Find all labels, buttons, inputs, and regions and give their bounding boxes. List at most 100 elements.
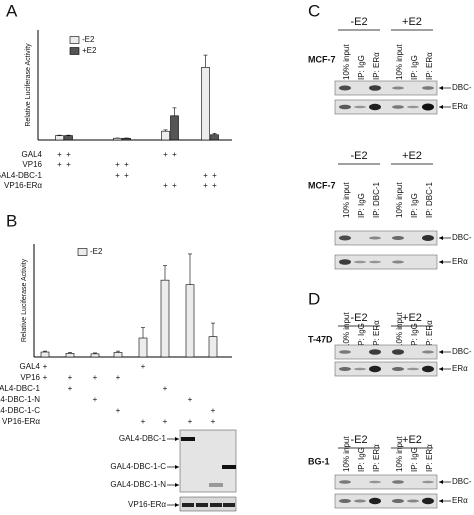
band-label: DBC- [452,347,472,356]
blot [334,99,438,115]
bar [55,135,64,141]
condition-mark: + [188,417,193,426]
cell-line: MCF-7 [308,180,336,190]
band-label: ERα [452,364,468,373]
bar [161,130,170,141]
lane-label: IP: ERα [425,444,434,472]
lane-label: 10% input [342,436,351,472]
condition-mark: + [141,362,146,371]
cell-line: BG-1 [308,456,330,466]
condition-mark: + [68,373,73,382]
band [354,260,366,264]
condition-mark: + [163,417,168,426]
panel-label: B [6,211,17,230]
panel-label: A [6,1,18,20]
group-label: -E2 [350,434,367,446]
arrow-head [175,483,179,487]
condition-mark: + [124,171,129,180]
cell-line: MCF-7 [308,54,336,64]
band-label: ERα [452,257,468,266]
condition-mark: + [115,160,120,169]
arrow-head [175,437,179,441]
bar [65,353,75,358]
blot [334,344,438,360]
condition-mark: + [124,160,129,169]
band-label: VP16-ERα [128,500,166,509]
condition-mark: + [116,373,121,382]
condition-label: GAL4-DBC-1 [0,384,41,393]
condition-label: GAL4 [20,362,41,371]
bar [210,134,219,141]
legend-swatch [69,36,80,44]
bar [170,115,179,141]
band [223,503,235,507]
band-label: ERα [452,496,468,505]
lane-label: 10% input [342,44,351,80]
blot [334,493,438,509]
group-label: -E2 [350,16,367,28]
lane-label: IP: ERα [372,444,381,472]
band [392,260,404,264]
lane-label: IP: IgG [357,323,366,348]
band [181,437,195,441]
band [369,236,381,240]
condition-mark: + [68,384,73,393]
condition-mark: + [211,417,216,426]
bar [90,353,100,358]
lane-label: IP: DBC-1 [425,181,434,218]
band [339,499,351,503]
bar [201,67,210,141]
condition-mark: + [115,171,120,180]
bar [113,352,123,358]
band [422,235,434,241]
condition-label: GAL4 [22,150,43,159]
band [369,480,381,484]
condition-mark: + [163,181,168,190]
band-label: DBC- [452,233,472,242]
panel-label: D [308,289,320,308]
band [369,260,381,264]
group-label: -E2 [350,312,367,324]
band [422,103,434,111]
blot [334,230,438,246]
lane-label: 10% input [342,312,351,348]
condition-label: VP16-ERα [2,417,40,426]
legend-swatch [77,248,88,256]
lane-label: IP: ERα [425,320,434,348]
band [339,367,351,371]
condition-mark: + [43,373,48,382]
lane-label: IP: IgG [357,55,366,80]
band [182,503,194,507]
band [369,85,381,91]
arrow-head [439,86,443,90]
condition-mark: + [203,171,208,180]
band-label: GAL4-DBC-1-C [110,462,166,471]
band [392,367,404,371]
bar [138,337,148,358]
arrow-head [175,503,179,507]
condition-mark: + [116,406,121,415]
bar [113,137,122,141]
y-axis-label: Relative Luciferase Activity [21,258,28,342]
band [354,105,366,109]
condition-mark: + [141,417,146,426]
band [392,499,404,503]
bar [185,284,195,358]
blot [334,474,438,490]
lane-label: IP: IgG [410,55,419,80]
band [422,86,434,90]
legend-label: +E2 [82,46,97,55]
bar [122,137,131,141]
lane-label: IP: IgG [410,323,419,348]
condition-label: GAL4-DBC-1 [0,171,43,180]
condition-mark: + [212,171,217,180]
lane-label: 10% input [395,182,404,218]
condition-mark: + [163,150,168,159]
condition-mark: + [172,150,177,159]
arrow-head [439,367,443,371]
legend-swatch [69,47,80,55]
lane-label: IP: ERα [372,320,381,348]
band [339,350,351,354]
blot [334,254,438,270]
